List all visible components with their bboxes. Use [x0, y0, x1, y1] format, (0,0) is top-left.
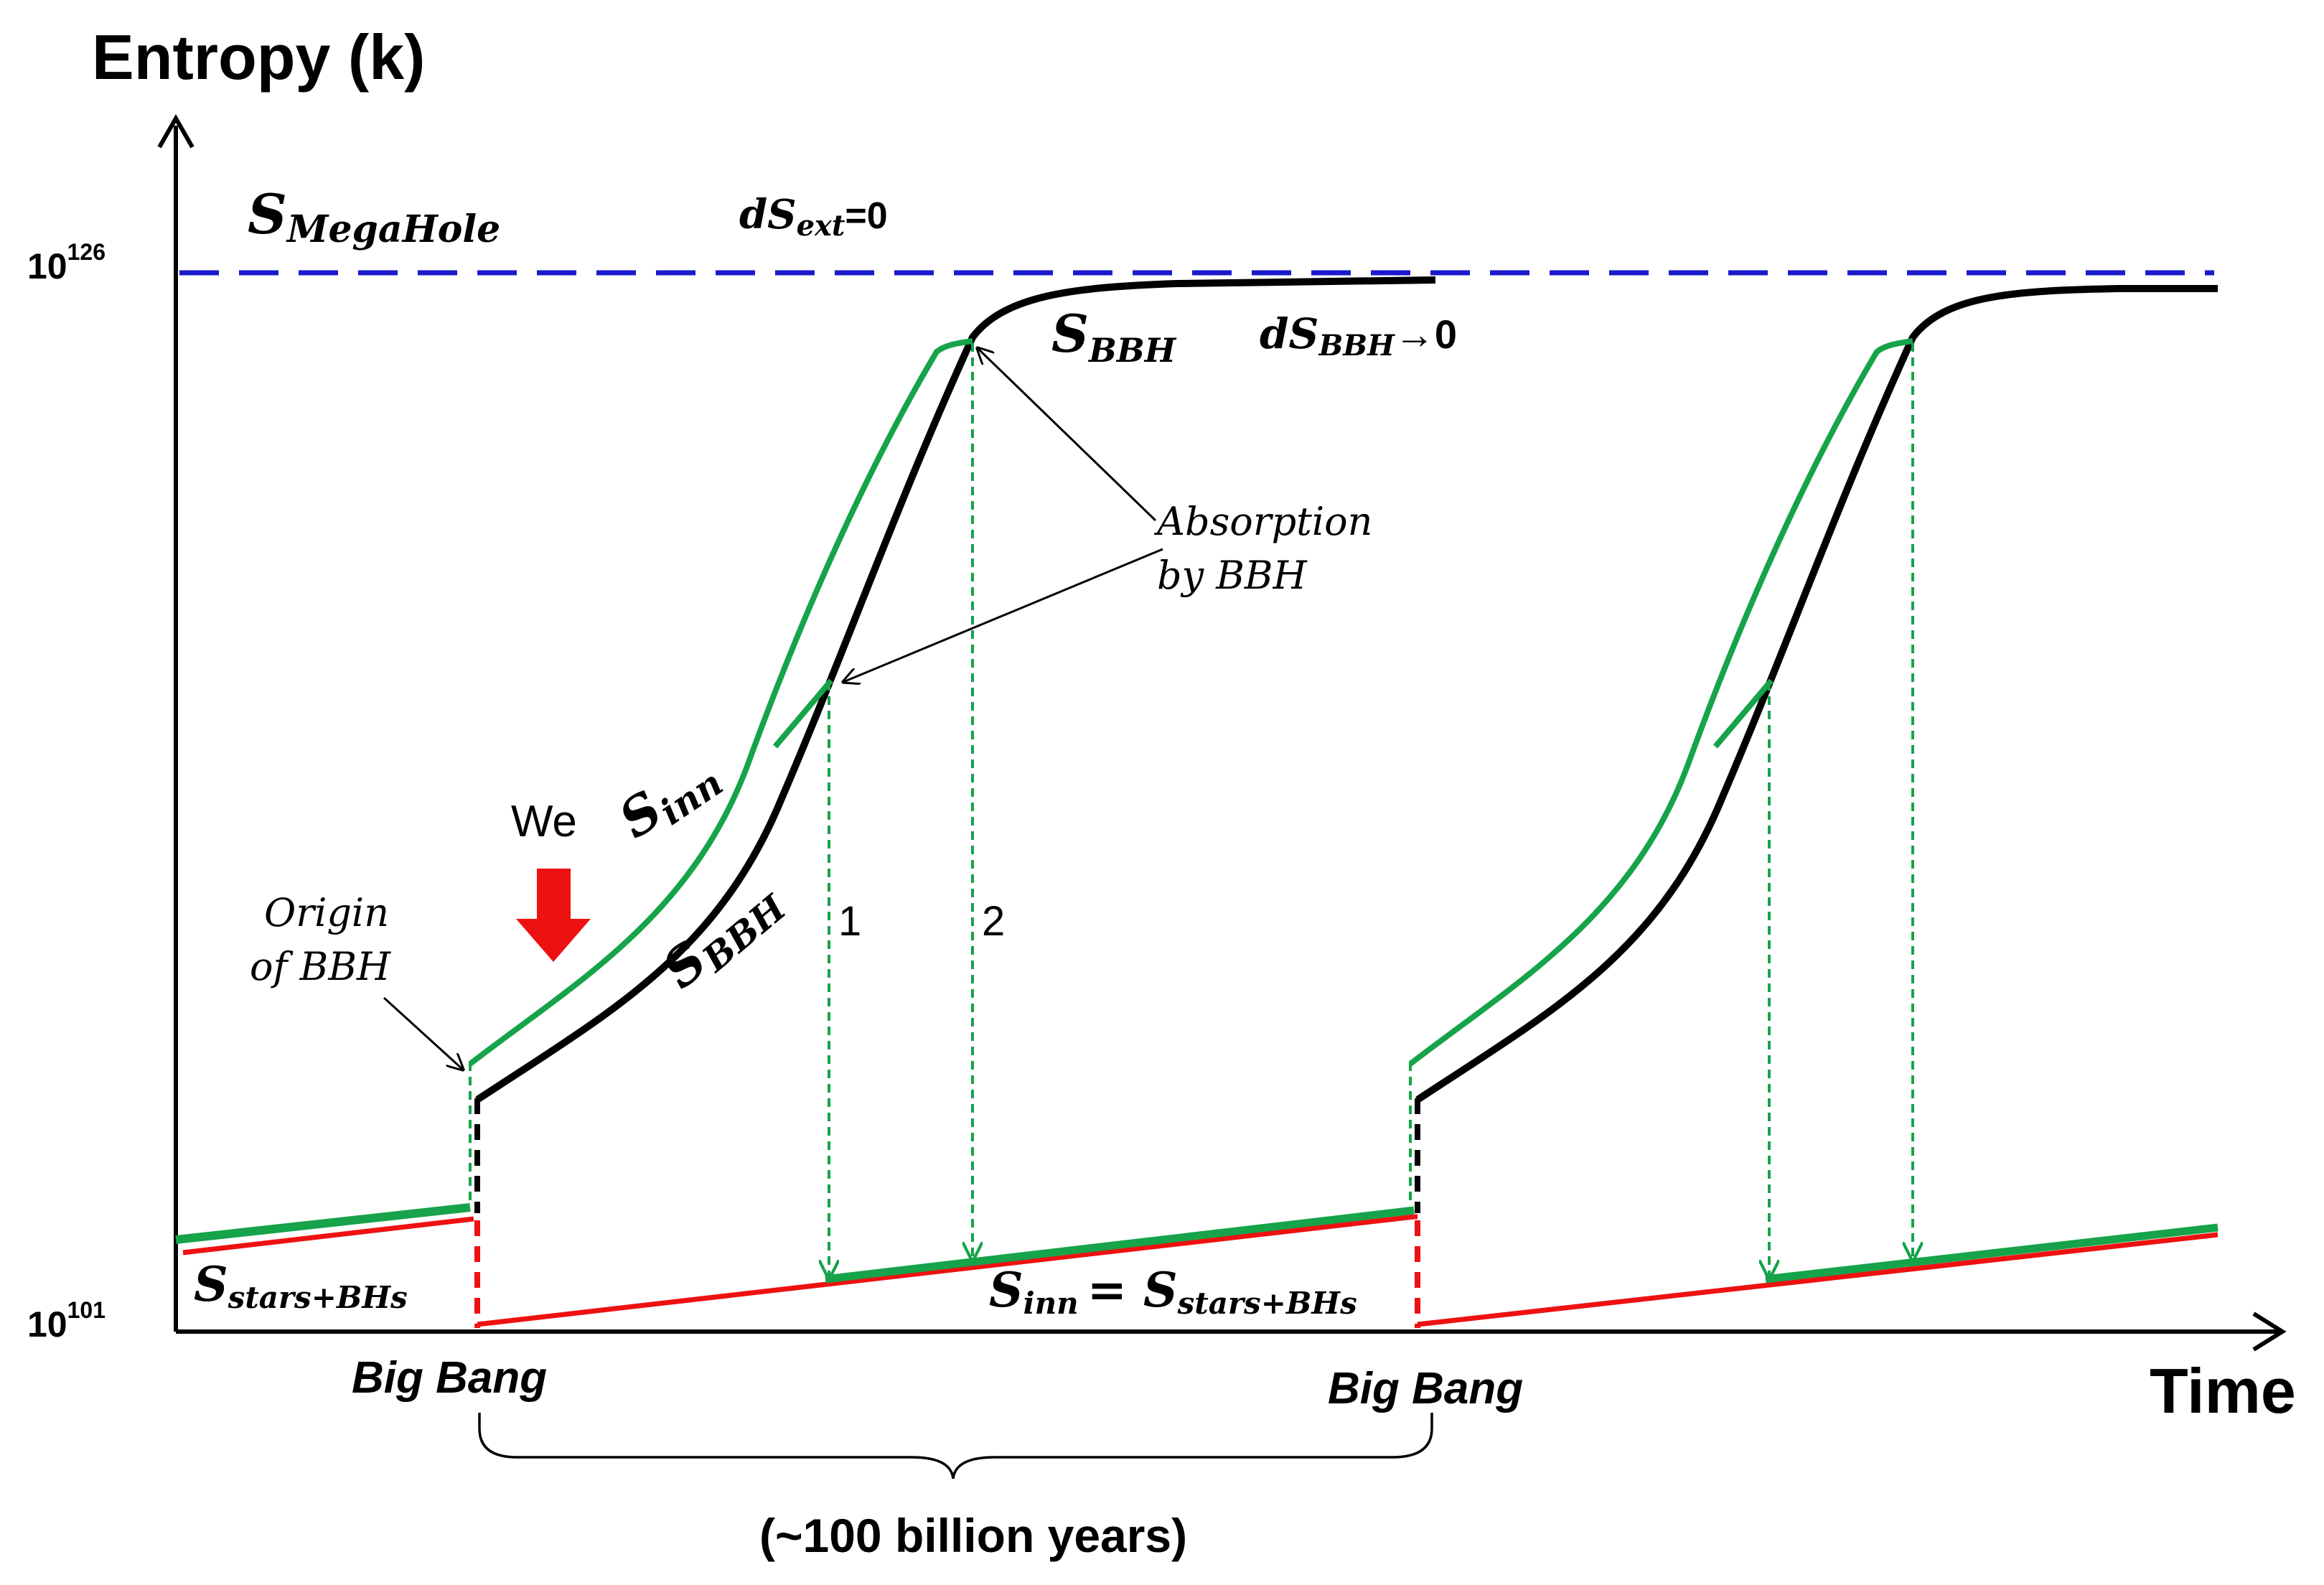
arrow-number-1: 1: [838, 898, 861, 945]
green-line-prebang: [175, 1203, 471, 1244]
big-bang-label-2: Big Bang: [1328, 1364, 1523, 1413]
sinn-merge-tick-1: [772, 678, 834, 749]
equality-sub1: inn: [1023, 1286, 1079, 1321]
equality-label: Sinn = Sstars+BHs: [989, 1262, 1357, 1321]
dsext-tail: =0: [845, 195, 887, 237]
sbbh-top-main: S: [1051, 303, 1089, 364]
absorption-pointer-upper: [978, 348, 1157, 522]
y-tick-top: 10126: [27, 239, 106, 286]
equality-mid: = S: [1087, 1262, 1178, 1318]
absorption-label-line2: by BBH: [1157, 553, 1308, 598]
red-line-cycle-1: [477, 1214, 1415, 1327]
sbbh-top-sub: BBH: [1087, 331, 1177, 370]
sbbh-curve-cycle-1: [475, 276, 1436, 1103]
megahole-main: S: [248, 182, 287, 246]
equality-sub2: stars+BHs: [1177, 1286, 1357, 1321]
stars-bhs-label: Sstars+BHs: [194, 1256, 408, 1315]
equality-s1: S: [989, 1262, 1023, 1318]
stars-bhs-main: S: [194, 1256, 228, 1312]
dsext-main: dS: [739, 191, 797, 238]
megahole-sub: MegaHole: [286, 207, 500, 251]
y-axis-title: Entropy (k): [92, 22, 425, 93]
dsbbh-main: dS: [1260, 309, 1318, 358]
y-tick-bottom: 10101: [27, 1297, 106, 1345]
dsbbh-label: dSBBH→0: [1260, 309, 1457, 363]
y-tick-bottom-base: 10: [27, 1304, 67, 1345]
duration-bracket: [478, 1413, 1433, 1479]
red-line-cycle-2: [1417, 1232, 2218, 1327]
absorption-label-line1: Absorption: [1153, 499, 1372, 544]
dsbbh-tail: →0: [1395, 312, 1457, 357]
sbbh-curve-label: SBBH: [650, 868, 795, 1004]
y-axis-arrowhead: [157, 113, 195, 149]
origin-pointer: [383, 996, 463, 1070]
origin-label-line1: Origin: [264, 890, 389, 935]
duration-label: (~100 billion years): [759, 1509, 1187, 1562]
y-tick-bottom-exp: 101: [67, 1297, 106, 1323]
y-tick-top-exp: 126: [67, 239, 106, 265]
megahole-label: SMegaHole: [248, 182, 500, 251]
green-line-cycle-1-lower: [825, 1206, 1415, 1284]
origin-label-line2: of BBH: [250, 944, 391, 989]
red-line-prebang: [182, 1216, 474, 1256]
arrow-number-2: 2: [982, 898, 1005, 945]
dsext-sub: ext: [797, 209, 845, 243]
sinn-curve-cycle-1: [468, 338, 973, 1067]
x-axis-arrowhead: [2252, 1312, 2287, 1352]
stars-bhs-sub: stars+BHs: [228, 1280, 408, 1315]
sinn-curve-cycle-2: [1408, 338, 1913, 1067]
we-arrow-icon: [516, 869, 591, 962]
x-axis-title: Time: [2150, 1355, 2296, 1426]
sbbh-curve-cycle-2: [1415, 285, 2218, 1103]
we-label: We: [511, 797, 577, 846]
dsext-label: dSext=0: [739, 191, 888, 243]
sinn-merge-tick-2: [1712, 678, 1774, 749]
y-tick-top-base: 10: [27, 246, 67, 286]
absorption-pointer-lower: [843, 548, 1163, 682]
sbbh-top-label: SBBH: [1051, 303, 1177, 370]
green-line-cycle-2-lower: [1765, 1223, 2218, 1284]
dsbbh-sub: BBH: [1318, 329, 1395, 363]
big-bang-label-1: Big Bang: [352, 1353, 547, 1403]
